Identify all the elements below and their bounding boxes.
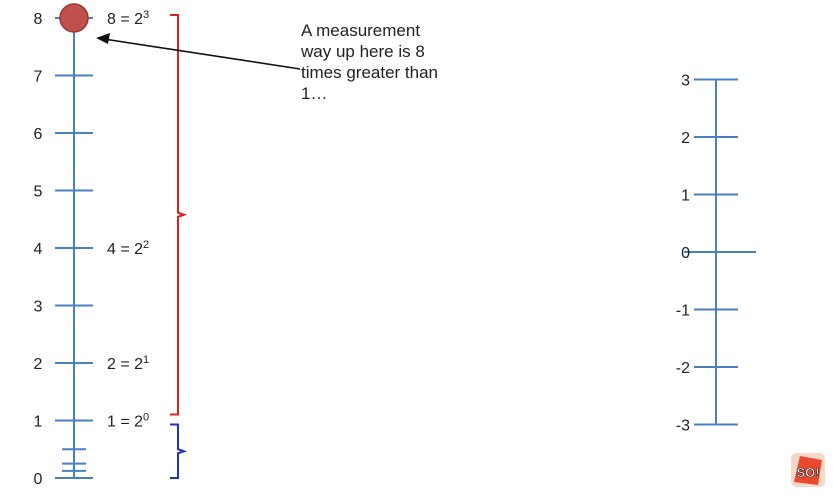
callout-line: times greater than (301, 63, 439, 82)
tick-label: 0 (681, 245, 690, 262)
callout-line: A measurement (301, 21, 421, 40)
tick-label: 3 (681, 73, 690, 90)
blue-brace (170, 423, 188, 479)
tick-label: 3 (34, 299, 43, 316)
measurement-marker (59, 3, 89, 33)
linear-scale: 0 1 2 3 4 5 6 7 8 8 = 23 4 = 22 2 = 21 1 = 20 (34, 3, 149, 488)
logo-icon: SO! (791, 453, 825, 487)
tick-label: 8 (34, 11, 43, 28)
tick-label: 5 (34, 184, 43, 201)
tick-label: 2 (681, 130, 690, 147)
arrow-shaft (103, 38, 301, 70)
log-scale: -3 -2 -1 0 1 2 3 (676, 73, 756, 435)
tick-label: 0 (34, 471, 43, 488)
tick-label: 4 (34, 241, 43, 258)
power-label: 2 = 21 (107, 354, 149, 373)
red-brace (170, 14, 188, 416)
svg-text:SO!: SO! (796, 465, 819, 480)
tick-label: 2 (34, 356, 43, 373)
callout-line: 1… (301, 84, 328, 103)
callout-arrow (96, 33, 301, 70)
tick-label: -1 (676, 303, 690, 320)
tick-label: 6 (34, 126, 43, 143)
callout-line: way up here is 8 (301, 42, 425, 61)
arrow-head (96, 33, 110, 44)
power-label: 1 = 20 (107, 412, 149, 431)
power-label: 4 = 22 (107, 239, 149, 258)
tick-label: -2 (676, 360, 690, 377)
tick-label: 1 (34, 414, 43, 431)
tick-label: 7 (34, 69, 43, 86)
power-label: 8 = 23 (107, 9, 149, 28)
callout-text: A measurement way up here is 8 times gre… (301, 20, 491, 104)
braces (170, 14, 188, 479)
tick-label: 1 (681, 188, 690, 205)
tick-label: -3 (676, 418, 690, 435)
